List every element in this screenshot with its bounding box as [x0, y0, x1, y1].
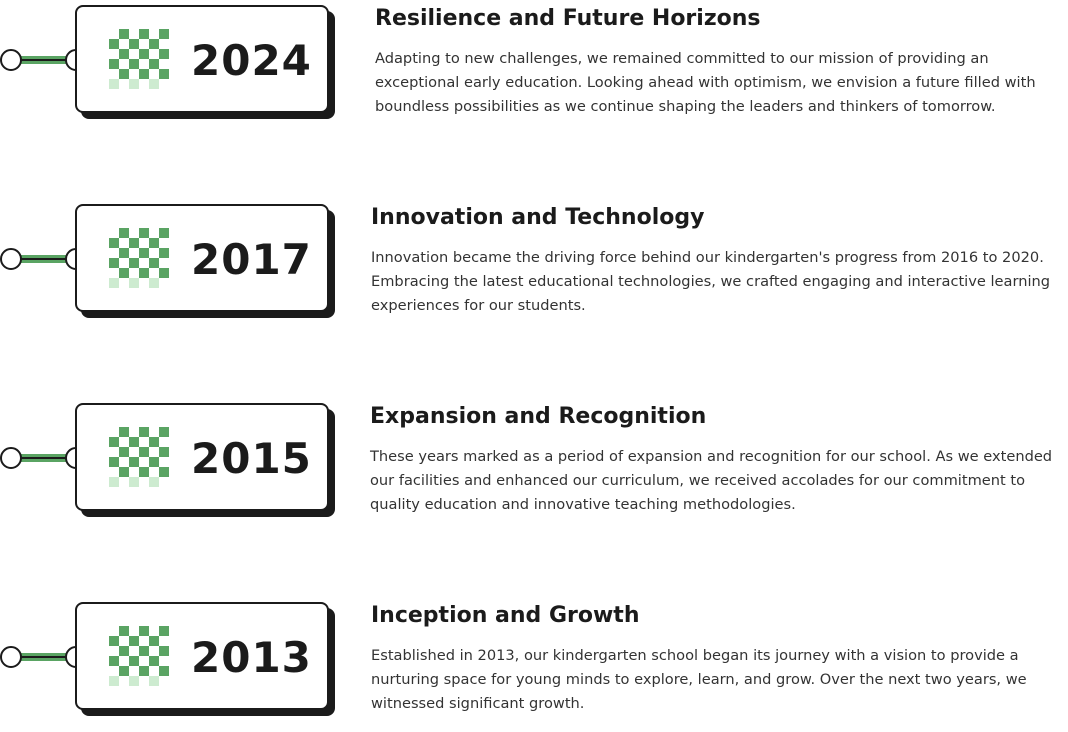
- year-label: 2015: [191, 434, 312, 483]
- timeline-entry-2013: 2013 Inception and Growth Established in…: [0, 602, 1068, 732]
- entry-title: Inception and Growth: [371, 603, 640, 628]
- entry-title: Expansion and Recognition: [370, 404, 707, 429]
- entry-description: These years marked as a period of expans…: [370, 448, 1053, 513]
- checker-grid-icon: [109, 427, 169, 487]
- checker-grid-icon: [109, 29, 169, 89]
- checker-grid-icon: [109, 228, 169, 288]
- entry-description: Innovation became the driving force behi…: [371, 249, 1051, 314]
- entry-description: Adapting to new challenges, we remained …: [375, 50, 1036, 115]
- timeline-entry-2015: 2015 Expansion and Recognition These yea…: [0, 403, 1068, 533]
- entry-title: Resilience and Future Horizons: [375, 6, 761, 31]
- year-card: 2017: [75, 204, 329, 312]
- year-card: 2013: [75, 602, 329, 710]
- year-label: 2017: [191, 235, 312, 284]
- timeline-entry-2017: 2017 Innovation and Technology Innovatio…: [0, 204, 1068, 334]
- year-card: 2015: [75, 403, 329, 511]
- checker-grid-icon: [109, 626, 169, 686]
- entry-description: Established in 2013, our kindergarten sc…: [371, 647, 1027, 712]
- year-label: 2013: [191, 633, 312, 682]
- year-card: 2024: [75, 5, 329, 113]
- year-label: 2024: [191, 36, 312, 85]
- timeline-entry-2024: 2024 Resilience and Future Horizons Adap…: [0, 5, 1068, 135]
- entry-title: Innovation and Technology: [371, 205, 705, 230]
